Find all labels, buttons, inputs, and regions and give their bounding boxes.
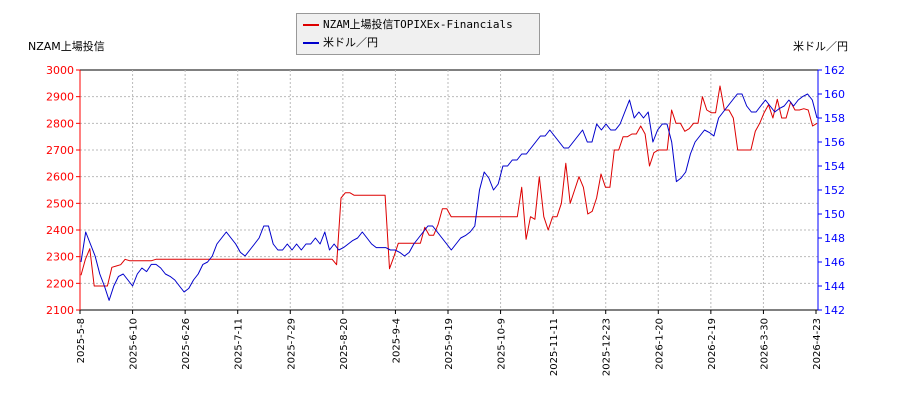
right-axis: 142 144 146 148 150 152 154 156 158 160 162: [817, 64, 845, 317]
x-tick-label: 2025-6-10: [129, 318, 140, 370]
right-tick-label: 146: [824, 256, 845, 269]
x-tick-label: 2026-3-30: [759, 318, 770, 370]
x-tick-label: 2025-7-29: [286, 318, 297, 370]
x-tick-label: 2025-7-11: [234, 318, 245, 370]
x-tick-label: 2026-1-20: [654, 318, 665, 370]
left-tick-label: 2100: [46, 304, 74, 317]
x-tick-label: 2026-2-19: [707, 318, 718, 370]
series-line-usdjpy: [80, 93, 818, 301]
left-tick-label: 2200: [46, 277, 74, 290]
series-line-nzam: [80, 85, 818, 287]
left-tick-label: 2600: [46, 171, 74, 184]
right-tick-label: 162: [824, 64, 845, 77]
right-tick-label: 156: [824, 136, 845, 149]
legend-swatch-red: [303, 24, 319, 26]
left-tick-label: 2800: [46, 117, 74, 130]
legend: NZAM上場投信TOPIXEx-Financials 米ドル／円: [296, 13, 540, 55]
right-tick-label: 150: [824, 208, 845, 221]
legend-entry-nzam: NZAM上場投信TOPIXEx-Financials: [303, 17, 513, 33]
left-tick-label: 2900: [46, 91, 74, 104]
left-tick-label: 2300: [46, 251, 74, 264]
x-tick-label: 2025-10-9: [497, 318, 508, 370]
x-tick-label: 2026-4-23: [812, 318, 823, 370]
x-tick-label: 2025-12-23: [602, 318, 613, 376]
left-tick-label: 2700: [46, 144, 74, 157]
right-tick-label: 158: [824, 112, 845, 125]
plot-area: [79, 69, 819, 311]
right-tick-label: 152: [824, 184, 845, 197]
legend-swatch-blue: [303, 42, 319, 44]
legend-label-usdjpy: 米ドル／円: [323, 36, 378, 49]
left-axis: 2100 2200 2300 2400 2500 2600 2700 2800 2900 3000: [46, 64, 81, 317]
x-tick-label: 2025-6-26: [181, 318, 192, 370]
x-tick-label: 2025-11-11: [549, 318, 560, 376]
x-tick-label: 2025-8-20: [339, 318, 350, 370]
right-tick-label: 148: [824, 232, 845, 245]
x-tick-label: 2025-9-19: [444, 318, 455, 370]
right-axis-title: 米ドル／円: [793, 40, 848, 53]
right-tick-label: 154: [824, 160, 845, 173]
left-tick-label: 2500: [46, 197, 74, 210]
x-tick-label: 2025-9-4: [391, 318, 402, 363]
legend-entry-usdjpy: 米ドル／円: [303, 35, 378, 51]
grid-lines: [80, 70, 818, 310]
legend-label-nzam: NZAM上場投信TOPIXEx-Financials: [323, 18, 513, 31]
x-axis: 2025-5-8 2025-6-10 2025-6-26 2025-7-11 2025-…: [76, 310, 823, 376]
left-tick-label: 3000: [46, 64, 74, 77]
x-tick-label: 2025-5-8: [76, 318, 87, 363]
left-axis-title: NZAM上場投信: [28, 40, 105, 53]
right-tick-label: 142: [824, 304, 845, 317]
right-tick-label: 160: [824, 88, 845, 101]
series-layer: [80, 85, 818, 301]
right-tick-label: 144: [824, 280, 845, 293]
left-tick-label: 2400: [46, 224, 74, 237]
